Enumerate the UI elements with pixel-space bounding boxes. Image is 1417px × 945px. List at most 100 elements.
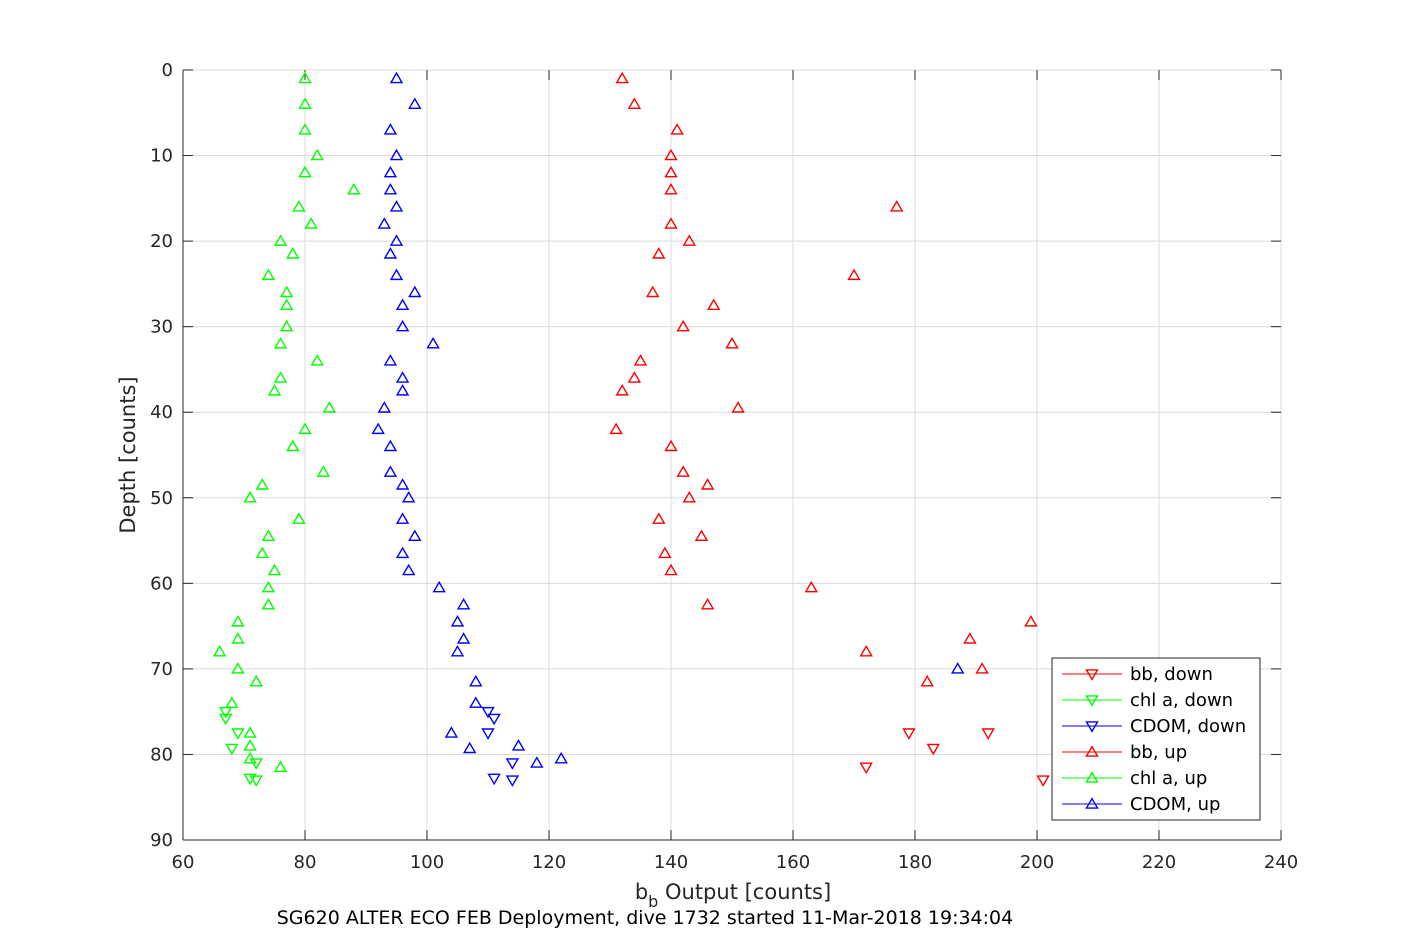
data-point — [920, 674, 934, 687]
data-point — [383, 123, 398, 135]
data-point — [902, 728, 916, 740]
data-point — [1024, 615, 1038, 627]
data-point — [389, 234, 404, 246]
data-point — [249, 674, 263, 687]
x-tick-label: 200 — [1020, 852, 1054, 873]
data-point — [249, 758, 263, 770]
y-tick-label: 80 — [150, 744, 173, 765]
data-point — [243, 739, 257, 751]
data-point — [664, 217, 678, 229]
data-point — [383, 354, 398, 366]
data-point — [395, 512, 410, 524]
x-tick-label: 100 — [410, 852, 444, 873]
data-point — [682, 490, 697, 503]
data-point — [231, 615, 245, 627]
legend-label: bb, up — [1130, 742, 1187, 763]
data-point — [706, 298, 721, 311]
legend-label: chl a, down — [1130, 690, 1233, 711]
data-point — [633, 354, 648, 366]
data-point — [530, 756, 544, 768]
data-point — [444, 726, 459, 738]
data-point — [432, 580, 446, 593]
x-axis-label-main: b — [635, 880, 648, 904]
data-marks — [212, 71, 1050, 787]
x-tick-label: 160 — [776, 852, 810, 873]
data-point — [804, 580, 819, 593]
legend-box — [1051, 657, 1261, 821]
data-point — [310, 148, 324, 161]
data-point — [554, 751, 568, 764]
data-point — [645, 285, 660, 298]
data-point — [249, 775, 263, 787]
data-point — [505, 758, 520, 770]
y-tick-label: 10 — [150, 146, 173, 167]
data-point — [261, 529, 276, 542]
data-point — [383, 165, 398, 178]
data-point — [371, 422, 385, 435]
x-tick-label: 60 — [172, 852, 195, 873]
y-axis-label: Depth [counts] — [116, 376, 140, 533]
data-point — [469, 696, 483, 708]
legend-label: chl a, up — [1130, 768, 1207, 789]
data-point — [408, 529, 422, 542]
data-point — [292, 200, 306, 212]
data-point — [700, 597, 715, 610]
data-point — [279, 285, 294, 298]
data-point — [615, 71, 629, 84]
data-point — [963, 632, 977, 644]
data-point — [395, 319, 410, 332]
data-point — [408, 285, 422, 298]
data-point — [456, 597, 471, 610]
data-point — [1036, 775, 1050, 787]
data-point — [377, 217, 392, 229]
data-point — [273, 336, 288, 349]
data-point — [859, 644, 873, 657]
data-point — [469, 674, 483, 687]
data-point — [676, 465, 690, 477]
y-tick-label: 40 — [150, 402, 173, 423]
data-point — [664, 148, 678, 161]
data-point — [859, 762, 873, 775]
x-axis-label: bb Output [counts] — [635, 880, 831, 911]
data-point — [731, 401, 745, 413]
legend-marker — [1085, 695, 1099, 707]
data-point — [505, 775, 520, 787]
data-point — [304, 217, 318, 229]
data-point — [243, 490, 257, 503]
data-point — [279, 298, 294, 311]
data-point — [389, 148, 404, 161]
caption: SG620 ALTER ECO FEB Deployment, dive 173… — [277, 907, 1013, 929]
data-point — [670, 123, 684, 135]
data-point — [652, 247, 666, 259]
data-point — [481, 706, 495, 719]
data-point — [408, 97, 422, 109]
y-tick-label: 20 — [150, 231, 173, 252]
data-point — [231, 662, 245, 674]
data-point — [298, 165, 312, 178]
data-point — [609, 422, 623, 435]
data-point — [255, 546, 270, 559]
data-point — [286, 439, 300, 452]
data-point — [395, 371, 410, 383]
legend-label: CDOM, up — [1130, 794, 1220, 815]
y-tick-label: 90 — [150, 830, 173, 851]
legend-label: bb, down — [1130, 664, 1213, 685]
data-point — [267, 384, 282, 396]
data-point — [261, 268, 276, 281]
data-point — [450, 644, 465, 657]
data-point — [926, 743, 941, 756]
data-point — [481, 728, 495, 740]
data-point — [316, 465, 331, 477]
data-point — [975, 662, 989, 674]
data-point — [401, 563, 416, 576]
data-point — [243, 726, 257, 738]
x-tick-label: 180 — [898, 852, 932, 873]
data-point — [279, 319, 294, 332]
data-point — [298, 422, 312, 435]
data-point — [389, 71, 404, 84]
data-point — [389, 268, 404, 281]
data-point — [225, 743, 239, 756]
y-tick-label: 60 — [150, 573, 173, 594]
legend-marker — [1085, 669, 1099, 681]
y-tick-label: 30 — [150, 317, 173, 338]
